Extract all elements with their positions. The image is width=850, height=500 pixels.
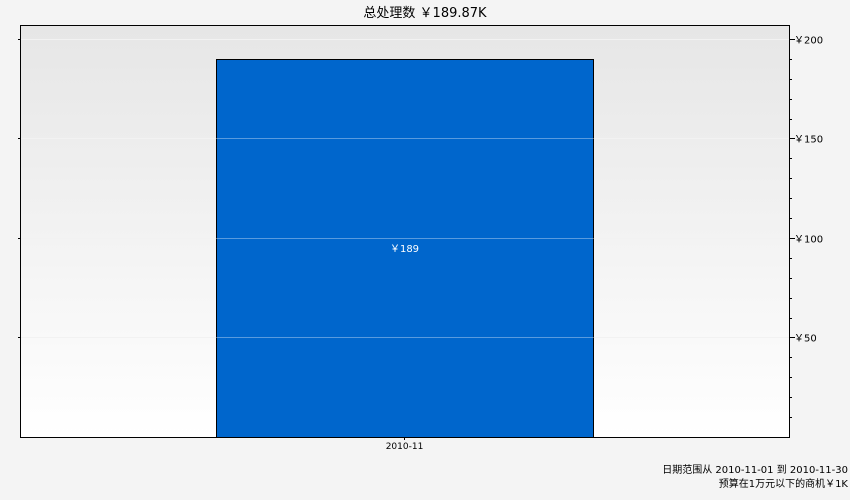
- chart-title: 总处理数 ￥189.87K: [363, 6, 487, 21]
- budget-note: 预算在1万元以下的商机￥1K: [718, 479, 848, 490]
- bar-series: ￥189: [216, 59, 594, 438]
- x-tick-label: 2010-11: [386, 442, 424, 452]
- date-range-note: 日期范围从 2010-11-01 到 2010-11-30: [662, 465, 848, 476]
- y-tick-label: ￥100: [794, 235, 823, 246]
- grid-lines-over-bars: [21, 39, 789, 338]
- y-tick-label: ￥50: [794, 334, 817, 345]
- x-axis: 2010-11: [386, 437, 424, 452]
- bar-data-label: ￥189: [390, 244, 419, 255]
- y-tick-label: ￥200: [794, 36, 823, 47]
- y-tick-label: ￥150: [794, 135, 823, 146]
- bar: [216, 59, 594, 438]
- y-axis: ￥50 ￥100 ￥150 ￥200: [18, 36, 823, 418]
